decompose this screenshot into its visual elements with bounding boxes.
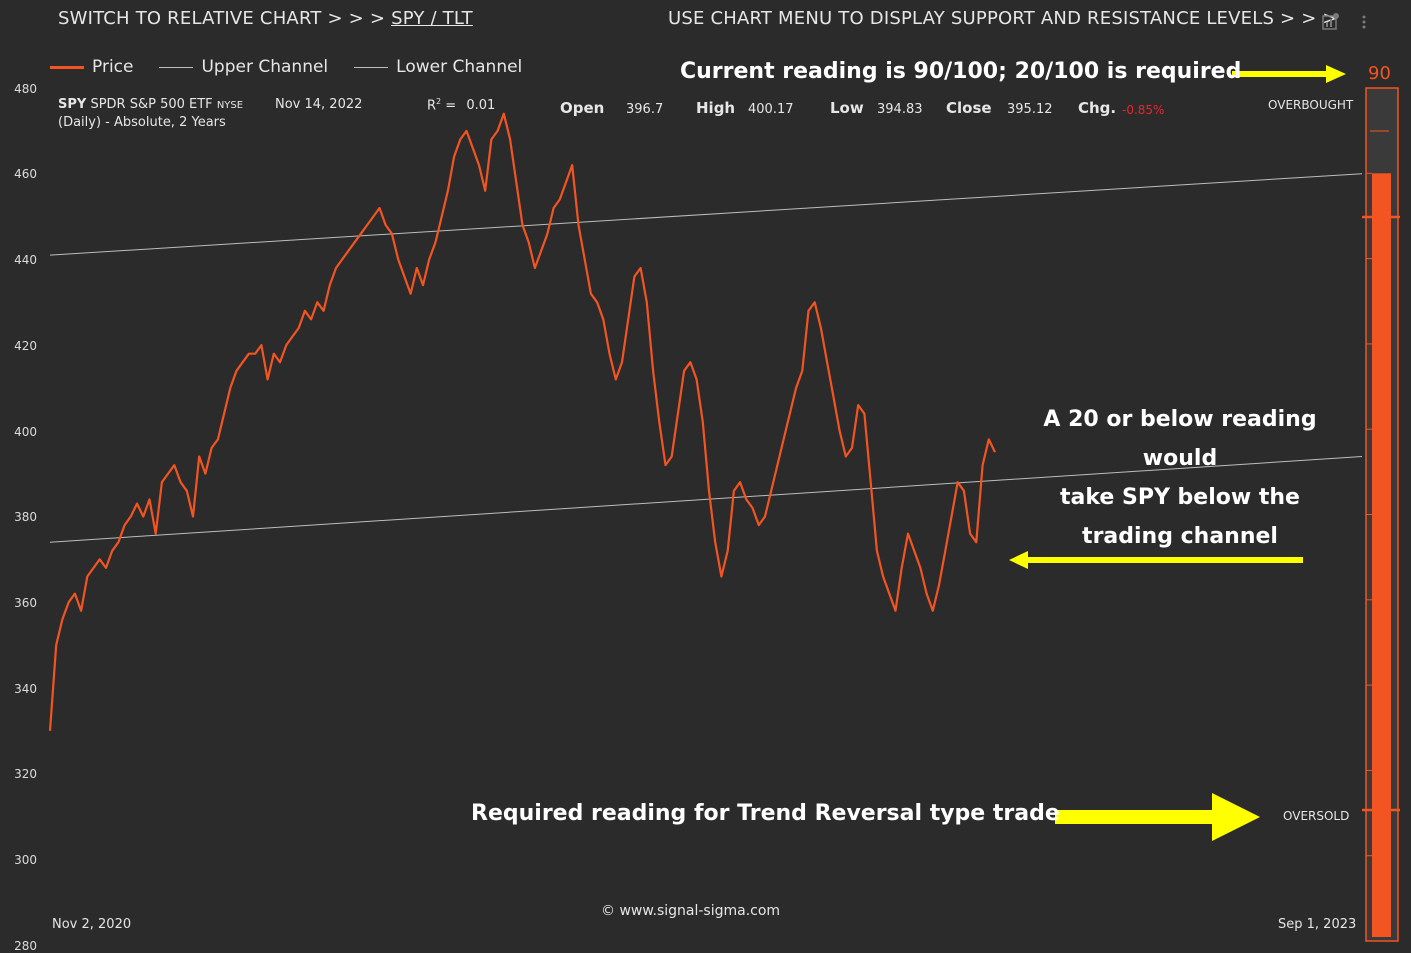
y-tick-label: 400 (14, 425, 37, 439)
y-tick-label: 280 (14, 939, 37, 953)
upper-channel-line (49, 173, 1363, 256)
y-tick-label: 340 (14, 682, 37, 696)
y-tick-label: 460 (14, 167, 37, 181)
spy-tlt-link[interactable]: SPY / TLT (391, 8, 473, 29)
high-value: 400.17 (748, 102, 794, 117)
arrow-left-icon (1009, 551, 1303, 569)
r2-eq: = (441, 98, 457, 114)
y-tick-label: 300 (14, 853, 37, 867)
low-label: Low (830, 99, 864, 117)
y-tick-label: 420 (14, 339, 37, 353)
gauge-value: 90 (1368, 63, 1391, 84)
r2-label: R (427, 98, 437, 114)
chart-date: Nov 14, 2022 (275, 97, 363, 112)
chg-label-text: Chg. (1078, 99, 1117, 117)
legend-lower-channel[interactable]: Lower Channel (354, 57, 522, 77)
channel-note-line: A 20 or below reading (1043, 407, 1317, 432)
ticker-symbol: SPY (58, 97, 87, 112)
channel-note-line: trading channel (1082, 524, 1278, 549)
gauge-ticks (1366, 172, 1372, 857)
ticker-exchange: NYSE (216, 100, 244, 111)
open-label-text: Open (560, 99, 605, 117)
ticker-name: SPDR S&P 500 ETF (90, 97, 213, 112)
high-label-text: High (696, 99, 736, 117)
high-label: High (696, 99, 735, 117)
chart-period: (Daily) - Absolute, 2 Years (58, 115, 226, 130)
x-end-label: Sep 1, 2023 (1278, 917, 1357, 932)
r2-value: 0.01 (466, 98, 496, 114)
open-label: Open (560, 99, 604, 117)
r2-sup: 2 (436, 97, 442, 106)
arrow-right-icon (1232, 65, 1346, 83)
switch-prefix: SWITCH TO RELATIVE CHART > > > (58, 8, 386, 29)
chart-menu-hint: USE CHART MENU TO DISPLAY SUPPORT AND RE… (668, 8, 1338, 29)
switch-relative-chart: SWITCH TO RELATIVE CHART > > > SPY / TLT (58, 8, 473, 29)
chart-settings-icon[interactable] (1322, 12, 1340, 34)
low-value: 394.83 (877, 102, 923, 117)
legend-upper-channel[interactable]: Upper Channel (159, 57, 328, 77)
legend-price-swatch (50, 65, 84, 69)
r-squared: R2 = 0.01 (427, 97, 495, 113)
chart-legend: Price Upper Channel Lower Channel (50, 57, 522, 77)
required-reading-note: Required reading for Trend Reversal type… (471, 801, 1060, 826)
y-tick-label: 360 (14, 596, 37, 610)
chg-value: -0.85% (1122, 103, 1165, 117)
legend-upper-swatch (159, 66, 194, 68)
lower-channel-line (49, 456, 1363, 543)
low-label-text: Low (830, 99, 864, 117)
channel-note-line: would (1142, 446, 1218, 471)
price-line (48, 112, 996, 731)
channel-note-line: take SPY below the (1060, 485, 1300, 510)
y-tick-label: 380 (14, 510, 37, 524)
x-start-label: Nov 2, 2020 (52, 917, 132, 932)
legend-lower-label: Lower Channel (396, 57, 523, 77)
copyright: © www.signal-sigma.com (601, 903, 781, 919)
current-reading-note: Current reading is 90/100; 20/100 is req… (680, 59, 1242, 84)
y-tick-label: 480 (14, 82, 37, 96)
legend-lower-swatch (354, 66, 389, 68)
y-tick-label: 440 (14, 253, 37, 267)
close-label: Close (946, 99, 992, 117)
y-tick-label: 320 (14, 767, 37, 781)
arrow-right-large-icon (1055, 793, 1260, 841)
more-menu-icon[interactable] (1360, 12, 1368, 34)
legend-price[interactable]: Price (50, 57, 133, 77)
close-value: 395.12 (1007, 102, 1053, 117)
oversold-label: OVERSOLD (1283, 809, 1350, 823)
legend-upper-label: Upper Channel (201, 57, 329, 77)
chg-label: Chg. (1078, 99, 1116, 117)
channel-note: A 20 or below reading would take SPY bel… (1040, 400, 1320, 556)
open-value: 396.7 (626, 102, 664, 117)
close-label-text: Close (946, 99, 992, 117)
ticker-info: SPY SPDR S&P 500 ETF NYSE (58, 97, 243, 112)
legend-price-label: Price (92, 57, 134, 77)
gauge-fill (1372, 173, 1391, 938)
overbought-label: OVERBOUGHT (1268, 98, 1354, 112)
